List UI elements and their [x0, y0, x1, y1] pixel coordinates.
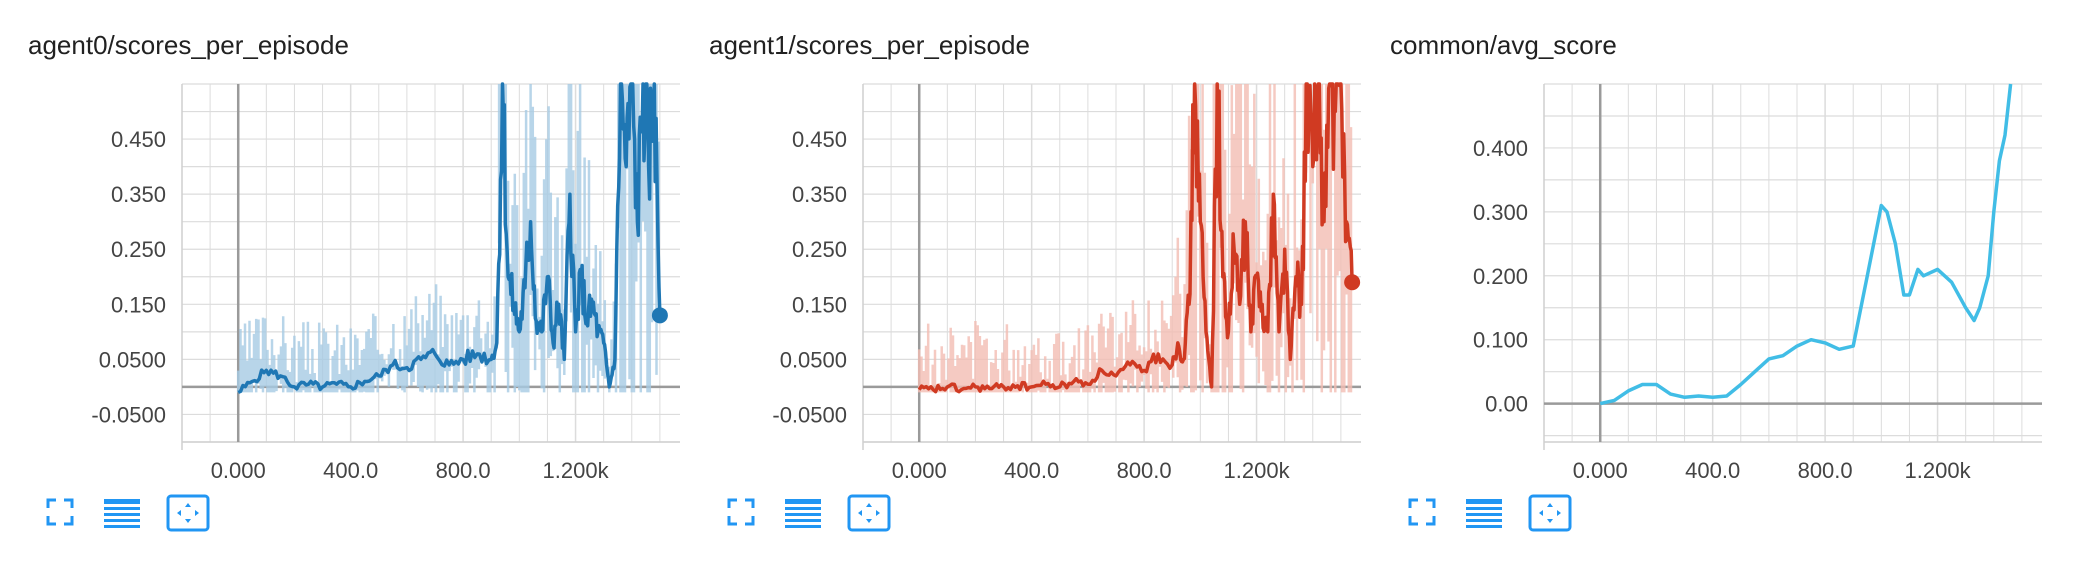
chart-card-avg-score: common/avg_score 0.400 0.300 0.200 0.100 0.0…	[1362, 0, 2042, 566]
series-line	[237, 82, 662, 394]
series-raw-line	[236, 84, 661, 393]
fit-domain-icon	[166, 494, 210, 532]
y-tick-label: 0.250	[111, 237, 166, 262]
x-tick-label: 0.000	[892, 458, 947, 480]
x-tick-label: 0.000	[211, 458, 266, 480]
y-tick-label: 0.300	[1473, 200, 1528, 225]
fit-domain-button[interactable]	[847, 494, 891, 532]
chart-plot[interactable]: 0.400 0.300 0.200 0.100 0.00 0.000 400.0 800.0 1…	[1362, 0, 2042, 480]
fullscreen-button[interactable]	[725, 496, 757, 528]
x-tick-label: 800.0	[1798, 458, 1853, 480]
y-tick-label: 0.400	[1473, 136, 1528, 161]
series-endpoint	[651, 307, 668, 324]
grid	[181, 83, 680, 450]
grid	[1543, 83, 2042, 450]
chart-plot[interactable]: 0.450 0.350 0.250 0.150 0.0500 -0.0500 0.000 40…	[681, 0, 1361, 480]
x-tick-label: 1.200k	[1905, 458, 1972, 480]
chart-card-agent1: agent1/scores_per_episode 0.450 0.350 0.25…	[681, 0, 1361, 566]
y-tick-label: 0.0500	[780, 347, 847, 372]
series-raw-line	[917, 84, 1353, 393]
y-tick-label: 0.450	[792, 127, 847, 152]
chart-card-agent0: agent0/scores_per_episode 0.450 0.350 0.25…	[0, 0, 680, 566]
x-tick-label: 400.0	[1004, 458, 1059, 480]
data-list-icon	[785, 499, 821, 528]
fullscreen-button[interactable]	[44, 496, 76, 528]
y-tick-label: -0.0500	[91, 402, 166, 427]
x-tick-label: 1.200k	[1224, 458, 1291, 480]
y-tick-label: 0.0500	[99, 347, 166, 372]
data-list-icon	[104, 499, 140, 528]
chart-toolbar	[1406, 494, 1576, 538]
chart-toolbar	[44, 494, 214, 538]
x-tick-label: 1.200k	[543, 458, 610, 480]
x-tick-label: 0.000	[1573, 458, 1628, 480]
y-tick-label: 0.00	[1485, 392, 1528, 417]
data-list-button[interactable]	[1464, 496, 1504, 532]
x-tick-label: 800.0	[1117, 458, 1172, 480]
y-tick-label: 0.350	[111, 182, 166, 207]
x-tick-label: 400.0	[1685, 458, 1740, 480]
x-tick-label: 800.0	[436, 458, 491, 480]
y-tick-label: 0.200	[1473, 264, 1528, 289]
series-endpoint	[1344, 274, 1361, 291]
data-list-icon	[1466, 499, 1502, 528]
series-line	[1599, 83, 2013, 406]
chart-plot[interactable]: 0.450 0.350 0.250 0.150 0.0500 -0.0500 0.000 40…	[0, 0, 680, 480]
fit-domain-button[interactable]	[1528, 494, 1572, 532]
fullscreen-icon	[727, 498, 755, 526]
data-list-button[interactable]	[783, 496, 823, 532]
fullscreen-button[interactable]	[1406, 496, 1438, 528]
fit-domain-button[interactable]	[166, 494, 210, 532]
x-tick-label: 400.0	[323, 458, 378, 480]
y-tick-label: 0.150	[792, 292, 847, 317]
chart-toolbar	[725, 494, 895, 538]
fit-domain-icon	[1528, 494, 1572, 532]
fit-domain-icon	[847, 494, 891, 532]
chart-title: common/avg_score	[1390, 30, 1617, 60]
chart-title: agent0/scores_per_episode	[28, 30, 349, 60]
y-tick-label: -0.0500	[772, 402, 847, 427]
y-tick-label: 0.100	[1473, 328, 1528, 353]
y-tick-label: 0.450	[111, 127, 166, 152]
series-line	[917, 82, 1354, 394]
data-list-button[interactable]	[102, 496, 142, 532]
y-tick-label: 0.150	[111, 292, 166, 317]
fullscreen-icon	[1408, 498, 1436, 526]
y-tick-label: 0.350	[792, 182, 847, 207]
fullscreen-icon	[46, 498, 74, 526]
y-tick-label: 0.250	[792, 237, 847, 262]
chart-title: agent1/scores_per_episode	[709, 30, 1030, 60]
